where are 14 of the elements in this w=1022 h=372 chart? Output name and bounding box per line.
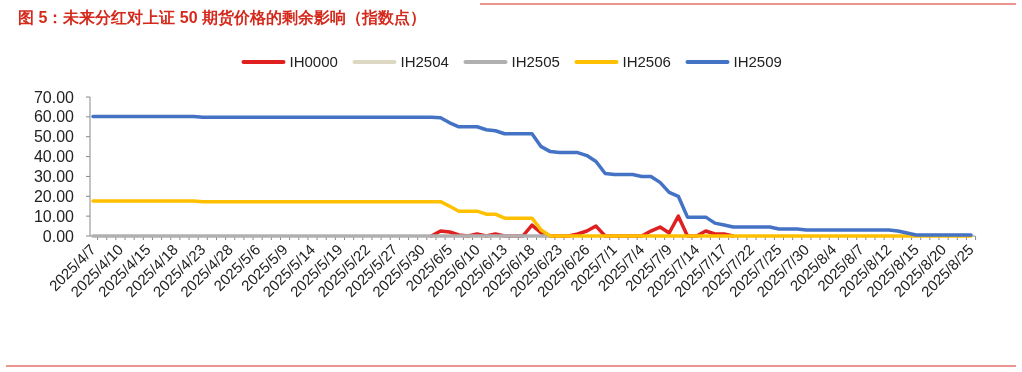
y-tick-label: 0.00 (42, 227, 75, 245)
y-tick-label: 10.00 (33, 207, 75, 225)
y-tick-label: 50.00 (33, 128, 75, 146)
y-tick-label: 70.00 (33, 88, 75, 106)
y-tick-label: 60.00 (33, 108, 75, 126)
legend-label: IH2504 (400, 53, 449, 71)
y-tick-label: 30.00 (33, 168, 75, 186)
y-tick-label: 40.00 (33, 148, 75, 166)
chart-title: 图 5：未来分红对上证 50 期货价格的剩余影响（指数点） (18, 9, 427, 27)
legend-label: IH0000 (289, 53, 338, 71)
legend-label: IH2505 (511, 53, 560, 71)
y-tick-label: 20.00 (33, 187, 75, 205)
legend-label: IH2509 (733, 53, 782, 71)
legend-label: IH2506 (622, 53, 671, 71)
